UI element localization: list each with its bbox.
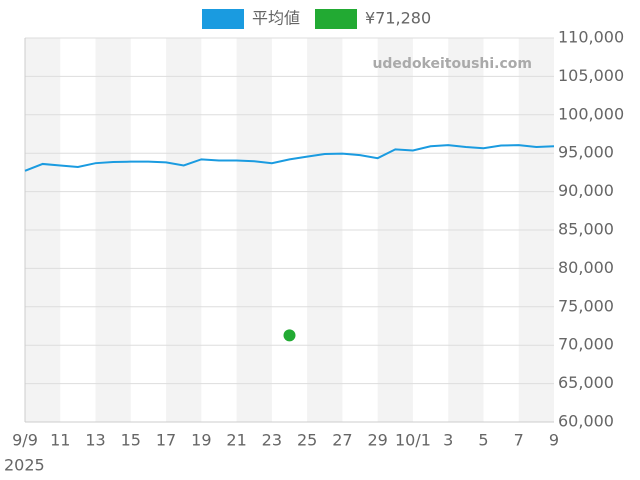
y-tick-label: 75,000 [558, 296, 614, 315]
legend-label: ¥71,280 [365, 9, 431, 28]
x-tick-label: 5 [478, 431, 488, 450]
x-tick-label: 9/9 [12, 431, 38, 450]
y-tick-label: 105,000 [558, 66, 624, 85]
line [24, 144, 555, 172]
y-tick-label: 110,000 [558, 28, 624, 47]
x-tick-label: 15 [121, 431, 141, 450]
y-tick-label: 100,000 [558, 104, 624, 123]
x-tick-label: 7 [514, 431, 524, 450]
point [283, 329, 296, 342]
x-tick-label: 27 [332, 431, 352, 450]
x-tick-label: 23 [262, 431, 282, 450]
y-tick-label: 70,000 [558, 335, 614, 354]
x-tick-label: 17 [156, 431, 176, 450]
x-tick-label: 29 [367, 431, 387, 450]
x-tick-label: 9 [549, 431, 559, 450]
year-label: 2025 [4, 456, 45, 475]
y-tick-label: 65,000 [558, 373, 614, 392]
x-tick-label: 3 [443, 431, 453, 450]
y-tick-label: 95,000 [558, 143, 614, 162]
y-tick-label: 90,000 [558, 181, 614, 200]
x-tick-label: 10/1 [395, 431, 431, 450]
x-tick-label: 21 [226, 431, 246, 450]
x-tick-label: 25 [297, 431, 317, 450]
legend-swatch [315, 9, 357, 29]
x-tick-label: 13 [85, 431, 105, 450]
legend-label: 平均値 [252, 9, 300, 28]
legend-swatch [202, 9, 244, 29]
y-tick-label: 80,000 [558, 258, 614, 277]
y-tick-label: 85,000 [558, 220, 614, 239]
y-tick-label: 60,000 [558, 412, 614, 431]
watermark: udedokeitoushi.com [372, 56, 532, 72]
x-tick-label: 19 [191, 431, 211, 450]
x-tick-label: 11 [50, 431, 70, 450]
